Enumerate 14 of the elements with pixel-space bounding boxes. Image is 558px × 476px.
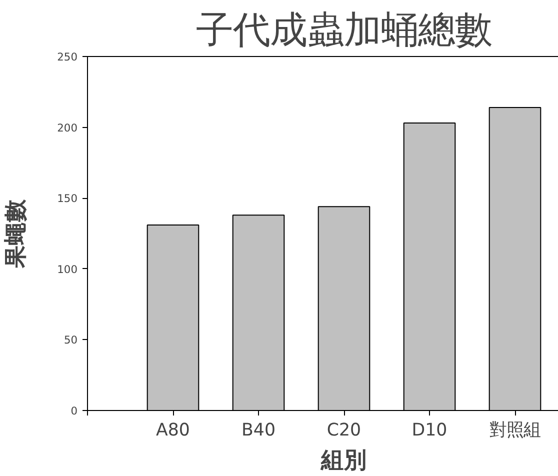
x-axis-title: 組別 bbox=[320, 448, 367, 474]
y-axis-title: 果蠅數 bbox=[3, 198, 30, 269]
y-tick-label: 250 bbox=[57, 50, 78, 64]
x-tick-label: C20 bbox=[326, 420, 362, 440]
chart-title: 子代成蟲加蛹總數 bbox=[196, 8, 492, 52]
y-tick-label: 150 bbox=[57, 192, 78, 206]
x-tick-label: D10 bbox=[412, 420, 448, 440]
y-tick-label: 50 bbox=[64, 334, 78, 347]
y-tick-label: 200 bbox=[57, 121, 78, 134]
y-tick-label: 0 bbox=[70, 404, 78, 418]
x-tick-label: A80 bbox=[156, 420, 190, 440]
x-tick-label: B40 bbox=[242, 420, 276, 440]
x-tick-label: 對照組 bbox=[490, 420, 540, 440]
y-tick-label: 100 bbox=[57, 262, 78, 276]
